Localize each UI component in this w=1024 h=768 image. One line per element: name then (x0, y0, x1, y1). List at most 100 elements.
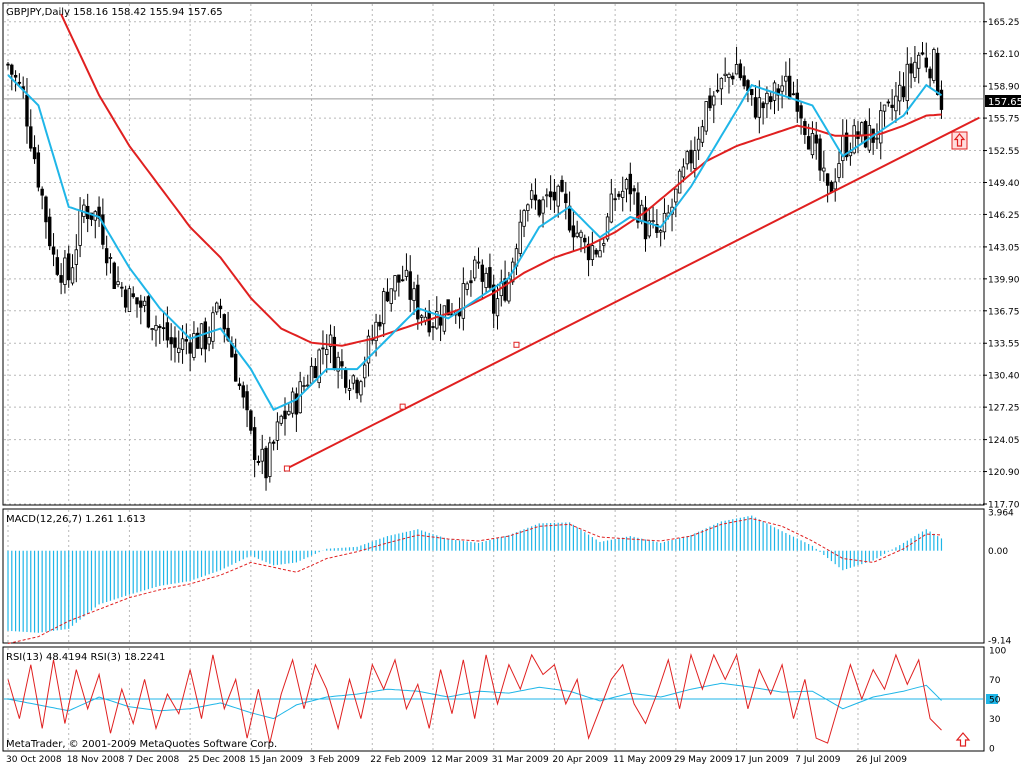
date-tick-label: 31 Mar 2009 (492, 755, 549, 765)
candle-body (325, 349, 329, 355)
candle-body (750, 88, 754, 96)
candle-body (712, 95, 716, 106)
price-tick-label: 158.90 (988, 83, 1020, 93)
candle-body (104, 248, 109, 264)
date-tick-label: 30 Oct 2008 (6, 755, 62, 765)
buy-signal-arrow-icon[interactable] (951, 131, 968, 150)
candle-body (560, 179, 564, 192)
candle-body (769, 96, 773, 103)
macd-tick-label: 3.964 (988, 509, 1014, 519)
candle-body (196, 332, 200, 349)
candle-body (920, 52, 925, 55)
date-tick-label: 15 Jan 2009 (249, 755, 303, 765)
candle-body (526, 204, 530, 211)
candle-body (636, 192, 640, 223)
rsi-13-line (7, 682, 942, 720)
candle-body (541, 199, 545, 214)
candle-body (939, 89, 944, 110)
candle-body (10, 64, 14, 75)
candle-body (446, 299, 450, 316)
candle-body (336, 356, 340, 372)
candle-body (302, 385, 306, 387)
candle-body (215, 302, 219, 313)
candle-body (222, 314, 226, 330)
candle-body (294, 393, 299, 415)
candle-body (374, 321, 378, 342)
axis-labels: 165.25 162.10 158.90 155.75 152.55 149.40 146.… (6, 18, 1020, 765)
candle-body (495, 298, 500, 317)
trendline-anchor-point (513, 341, 520, 348)
candle-body (806, 136, 811, 150)
price-tick-label: 149.40 (988, 179, 1020, 189)
candle-body (287, 410, 291, 415)
candle-body (602, 243, 606, 246)
grid-lines (4, 4, 983, 750)
candle-body (389, 288, 393, 304)
macd-tick-label: -9.14 (988, 637, 1012, 647)
candle-body (112, 262, 116, 289)
rsi-signal-arrow-icon[interactable] (955, 732, 971, 747)
candle-body (89, 212, 94, 220)
date-tick-label: 3 Feb 2009 (310, 755, 361, 765)
candle-body (685, 151, 689, 165)
candle-body (256, 460, 261, 463)
candle-body (25, 94, 29, 127)
candle-body (696, 138, 701, 151)
candle-body (404, 269, 409, 277)
candle-body (120, 286, 124, 289)
candle-body (321, 347, 325, 350)
candle-body (935, 52, 940, 95)
candle-body (378, 321, 382, 327)
price-tick-label: 120.90 (988, 468, 1020, 478)
candle-body (617, 193, 621, 197)
candle-body (784, 75, 788, 82)
candle-body (837, 163, 841, 178)
date-tick-label: 25 Dec 2008 (188, 755, 246, 765)
candle-body (317, 349, 321, 384)
candle-body (609, 193, 614, 223)
candle-body (108, 257, 113, 259)
candle-body (139, 300, 143, 308)
price-tick-label: 127.25 (988, 404, 1020, 414)
candle-body (400, 279, 405, 282)
candle-body (344, 368, 348, 388)
candle-body (894, 95, 898, 112)
candle-body (583, 237, 587, 243)
candle-body (359, 381, 363, 396)
candle-body (48, 216, 52, 247)
candle-body (704, 101, 708, 132)
candle-body (879, 110, 883, 144)
candle-body (905, 63, 910, 102)
candle-body (901, 86, 906, 98)
candle-body (791, 93, 796, 96)
candle-body (598, 250, 602, 258)
candle-body (738, 63, 743, 79)
rsi-tick-label: 100 (989, 647, 1006, 657)
candle-body (533, 194, 538, 201)
candle-body (362, 364, 367, 379)
candle-body (419, 315, 424, 318)
candle-body (545, 194, 549, 197)
candle-body (715, 89, 720, 92)
candle-body (860, 122, 864, 136)
candle-body (522, 210, 526, 227)
candle-body (674, 188, 678, 203)
price-tick-label: 155.75 (988, 115, 1020, 125)
candle-body (233, 353, 238, 382)
candle-body (78, 210, 82, 246)
candle-body (461, 283, 466, 319)
candle-body (825, 173, 830, 186)
candle-body (161, 327, 166, 330)
candle-body (632, 188, 636, 192)
price-tick-label: 162.10 (988, 50, 1020, 60)
candle-body (158, 325, 162, 329)
current-price-label: 157.65 (988, 97, 1023, 108)
candle-body (283, 410, 287, 420)
candle-body (241, 385, 245, 398)
slow-moving-average-line (60, 13, 942, 347)
trendline (286, 116, 980, 470)
macd-panel-frame (2, 508, 985, 644)
candle-body (366, 335, 371, 364)
